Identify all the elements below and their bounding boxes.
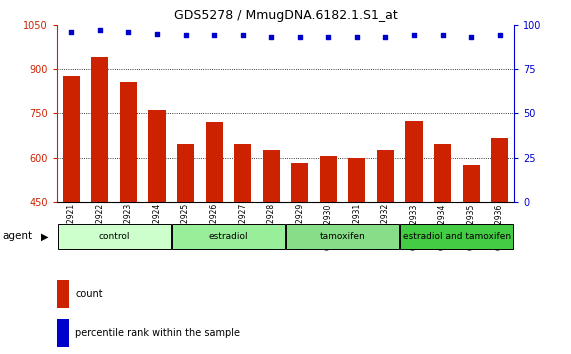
FancyBboxPatch shape: [286, 224, 399, 249]
Bar: [120, 82, 137, 202]
Point: [438, 33, 447, 38]
Point: [152, 31, 162, 36]
Bar: [63, 76, 80, 202]
Text: count: count: [75, 289, 103, 299]
Point: [295, 34, 304, 40]
Bar: [434, 144, 451, 202]
Bar: [91, 57, 108, 202]
Point: [210, 33, 219, 38]
FancyBboxPatch shape: [172, 224, 285, 249]
Point: [324, 34, 333, 40]
Bar: [405, 121, 423, 202]
Text: tamoxifen: tamoxifen: [320, 232, 365, 241]
Text: percentile rank within the sample: percentile rank within the sample: [75, 328, 240, 338]
Bar: [320, 156, 337, 202]
FancyBboxPatch shape: [400, 224, 513, 249]
Point: [95, 27, 104, 33]
Text: estradiol and tamoxifen: estradiol and tamoxifen: [403, 232, 511, 241]
Bar: [348, 158, 365, 202]
Text: agent: agent: [3, 232, 33, 241]
Point: [467, 34, 476, 40]
Point: [67, 29, 76, 35]
Point: [181, 33, 190, 38]
Text: GDS5278 / MmugDNA.6182.1.S1_at: GDS5278 / MmugDNA.6182.1.S1_at: [174, 9, 397, 22]
Point: [124, 29, 133, 35]
Point: [495, 33, 504, 38]
Bar: [291, 164, 308, 202]
Bar: [377, 150, 394, 202]
Bar: [263, 150, 280, 202]
Point: [409, 33, 419, 38]
Bar: [148, 110, 166, 202]
Point: [381, 34, 390, 40]
Bar: [57, 280, 69, 308]
Text: control: control: [98, 232, 130, 241]
FancyBboxPatch shape: [58, 224, 171, 249]
Point: [238, 33, 247, 38]
Text: ▶: ▶: [41, 232, 49, 241]
Point: [267, 34, 276, 40]
Bar: [206, 122, 223, 202]
Bar: [234, 144, 251, 202]
Point: [352, 34, 361, 40]
Bar: [177, 144, 194, 202]
Bar: [463, 165, 480, 202]
Text: estradiol: estradiol: [208, 232, 248, 241]
Bar: [57, 319, 69, 347]
Bar: [491, 138, 508, 202]
